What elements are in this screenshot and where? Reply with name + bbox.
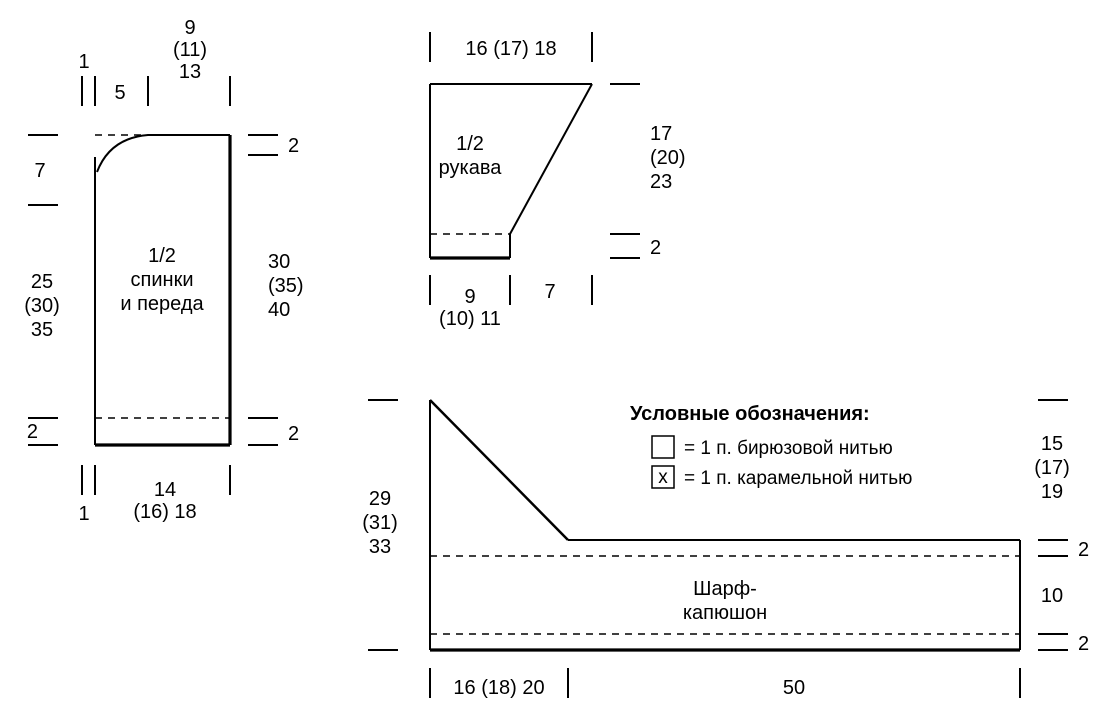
- body-diagram: 1/2спинкии переда 1 5 9(11)13 7 25(30)35…: [24, 17, 303, 525]
- sleeve-taper: 7: [544, 281, 555, 303]
- scarf-right-band1: 2: [1078, 539, 1089, 561]
- body-left-height: 25(30)35: [24, 271, 60, 341]
- scarf-right-band2: 2: [1078, 633, 1089, 655]
- legend-box-empty: [652, 436, 674, 458]
- scarf-hood-width: 16 (18) 20: [453, 677, 544, 699]
- legend-item-1: = 1 п. бирюзовой нитью: [684, 438, 893, 459]
- legend-title: Условные обозначения:: [630, 403, 870, 425]
- sleeve-right-height: 17(20)23: [650, 123, 686, 193]
- sleeve-top-width: 16 (17) 18: [465, 38, 556, 60]
- body-top-neck: 9(11)13: [173, 17, 207, 83]
- body-right-cap: 2: [288, 135, 299, 157]
- scarf-right-top: 15(17)19: [1034, 433, 1070, 503]
- body-bottom-width: 14(16) 18: [133, 479, 196, 523]
- body-left-hem: 2: [27, 421, 38, 443]
- scarf-title: Шарф-капюшон: [683, 578, 767, 624]
- sleeve-diagram: 1/2рукава 16 (17) 18 17(20)23 2 9(10) 11…: [430, 32, 686, 330]
- sleeve-title: 1/2рукава: [439, 133, 503, 179]
- scarf-right-mid: 10: [1041, 585, 1063, 607]
- legend: Условные обозначения: = 1 п. бирюзовой н…: [630, 403, 912, 489]
- scarf-left-height: 29(31)33: [362, 488, 398, 558]
- body-left-neckdepth: 7: [34, 160, 45, 182]
- legend-x-icon: х: [658, 467, 668, 488]
- body-right-height: 30(35)40: [268, 251, 304, 321]
- pattern-schematic: 1/2спинкии переда 1 5 9(11)13 7 25(30)35…: [0, 0, 1102, 724]
- scarf-scarf-width: 50: [783, 677, 805, 699]
- body-top-leftgap: 1: [78, 51, 89, 73]
- body-title: 1/2спинкии переда: [120, 245, 204, 315]
- sleeve-cuff-width: 9(10) 11: [439, 286, 501, 330]
- sleeve-right-cuff: 2: [650, 237, 661, 259]
- body-top-shoulder: 5: [114, 82, 125, 104]
- body-bottom-leftgap: 1: [78, 503, 89, 525]
- legend-item-2: = 1 п. карамельной нитью: [684, 468, 912, 489]
- body-right-hem: 2: [288, 423, 299, 445]
